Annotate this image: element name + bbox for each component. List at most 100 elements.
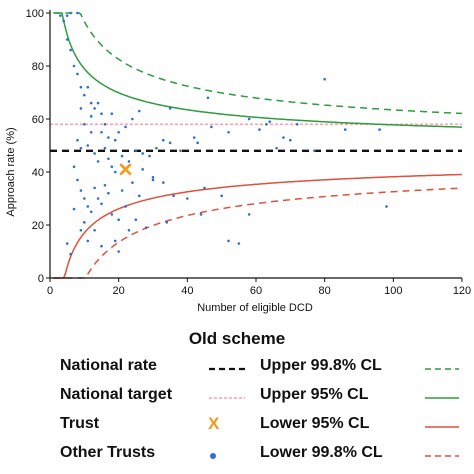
legend-trust-marker: X [208,414,220,433]
other-trust-point [86,85,90,89]
other-trust-point [79,107,83,110]
legend-national-target-swatch [209,397,245,399]
other-trust-point [168,141,172,145]
other-trust-point [162,138,165,142]
other-trust-point [76,178,79,182]
upper-95-cl-line [53,12,462,128]
other-trust-point [282,136,285,139]
legend-other-trusts-swatch [210,453,216,459]
other-trust-point [83,197,86,200]
other-trust-point [127,160,131,163]
other-trust-point [59,14,62,17]
other-trust-point [89,210,93,214]
other-trust-point [289,138,292,142]
other-trust-point [96,160,100,163]
other-trust-point [265,123,268,126]
other-trust-point [124,205,127,208]
x-tick-label: 80 [319,285,331,297]
other-trust-point [65,242,69,245]
other-trust-point [107,136,110,139]
x-tick-label: 0 [47,285,53,297]
other-trust-point [295,123,299,126]
other-trust-point [137,194,141,198]
other-trust-point [155,146,158,150]
legend-trust-label: Trust [60,415,100,432]
other-trust-point [275,146,278,150]
legend-lower-95-label: Lower 95% CL [260,415,370,432]
other-trust-point [86,239,90,243]
other-trust-point [124,125,127,129]
other-trust-point [196,141,199,145]
other-trust-point [83,123,86,126]
y-axis-label: Approach rate (%) [5,127,17,216]
other-trust-point [76,72,79,76]
other-trust-point [93,107,96,110]
other-trust-point [186,197,189,200]
other-trust-point [141,152,144,155]
other-trust-point [65,14,69,17]
other-trust-point [168,107,172,110]
other-trust-point [69,11,72,15]
other-trust-point [107,157,110,161]
other-trust-point [237,242,241,245]
lower-998-cl-line [53,187,463,279]
other-trust-point [313,149,316,153]
x-tick-label: 100 [384,285,402,297]
other-trust-point [79,85,83,89]
other-trust-point [127,229,131,232]
other-trust-point [103,183,107,187]
other-trust-point [227,130,230,134]
y-tick-label: 80 [32,61,44,73]
other-trust-point [192,136,196,139]
other-trust-point [103,146,107,150]
other-trust-point [110,112,114,115]
other-trust-point [117,218,120,221]
other-trust-point [86,205,90,208]
y-tick-label: 0 [38,273,44,285]
other-trust-point [72,207,76,211]
other-trust-point [62,19,66,23]
other-trust-point [107,191,110,195]
other-trust-point [162,181,165,184]
other-trust-point [96,197,100,200]
other-trust-point [103,123,107,126]
other-trust-point [110,165,114,168]
other-trust-point [120,154,124,158]
x-tick-label: 120 [453,285,471,297]
other-trust-point [89,115,93,118]
other-trust-point [137,109,141,113]
other-trust-point [69,252,72,256]
legend-other-trusts-label: Other Trusts [60,444,156,461]
other-trust-point [151,178,155,182]
other-trust-point [72,64,76,68]
other-trust-point [113,170,117,174]
other-trust-point [113,138,117,142]
other-trust-point [378,128,381,131]
other-trust-point [83,221,86,224]
legend-lower-998-label: Lower 99.8% CL [260,444,383,461]
upper-998-cl-line [53,12,463,115]
x-tick-label: 20 [113,285,125,297]
other-trust-point [141,168,144,171]
other-trust-point [385,205,388,208]
legend-title: Old scheme [188,329,286,348]
other-trust-point [134,149,138,153]
lower-95-cl-line [53,173,462,279]
other-trust-point [206,96,210,100]
legend-lower-95-swatch [425,426,459,428]
x-tick-label: 60 [250,285,262,297]
other-trust-point [100,112,103,115]
other-trust-point [113,239,117,243]
legend-national-rate-swatch [209,367,245,371]
plot-area: 0 20 40 60 80 100 120 0 20 40 60 80 100 [26,8,472,297]
other-trust-point [79,189,83,192]
other-trust-point [117,250,120,253]
legend-upper-998-swatch [425,368,459,370]
other-trust-point [79,146,83,150]
other-trust-point [100,130,103,134]
other-trust-point [76,138,79,142]
other-trust-point [79,229,83,232]
other-trust-point [65,38,69,41]
other-trust-point [247,117,251,121]
